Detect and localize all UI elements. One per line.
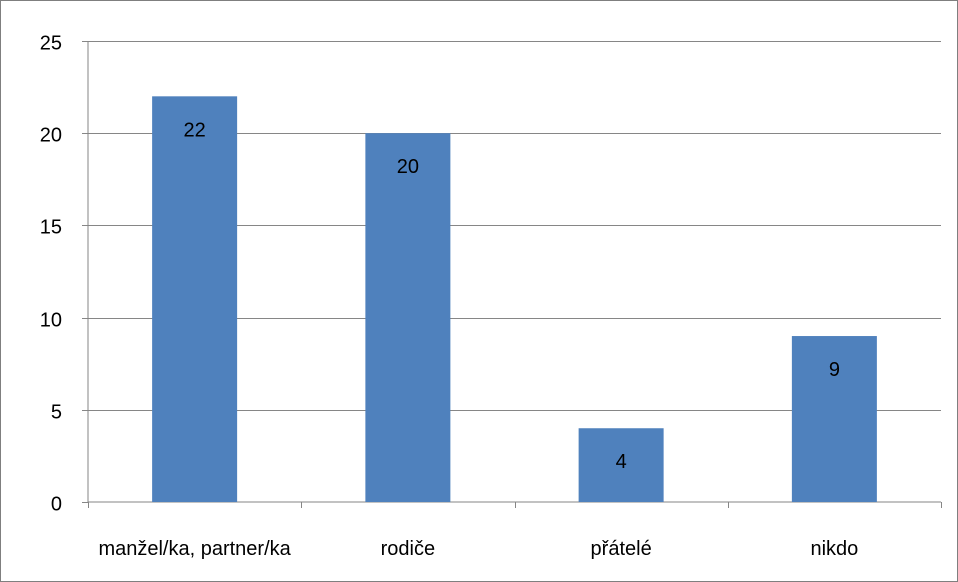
- x-tick-label-1: manžel/ka, partner/ka: [98, 538, 291, 560]
- data-label-1: 22: [184, 119, 206, 141]
- y-tick-label-25: 25: [40, 33, 62, 55]
- y-tick-label-20: 20: [40, 125, 62, 147]
- data-label-2: 20: [397, 156, 419, 178]
- bar-2: [365, 133, 451, 502]
- bar-4: [791, 336, 877, 502]
- x-axis-ticks: manžel/ka, partner/ka rodiče přátelé nikdo: [88, 502, 942, 560]
- bar-1: [152, 96, 238, 502]
- data-label-4: 9: [829, 359, 840, 381]
- data-labels: 22 20 4 9: [184, 119, 840, 473]
- y-tick-label-10: 10: [40, 310, 62, 332]
- x-tick-label-3: přátelé: [591, 538, 652, 560]
- bar-3: [578, 428, 664, 502]
- data-label-3: 4: [616, 451, 627, 473]
- x-tick-label-4: nikdo: [810, 538, 858, 560]
- y-axis-ticks: 0 5 10 15 20 25: [40, 33, 88, 516]
- y-tick-label-0: 0: [51, 494, 62, 516]
- y-tick-label-5: 5: [51, 402, 62, 424]
- x-tick-label-2: rodiče: [381, 538, 435, 560]
- y-tick-label-15: 15: [40, 217, 62, 239]
- bars: [152, 96, 877, 502]
